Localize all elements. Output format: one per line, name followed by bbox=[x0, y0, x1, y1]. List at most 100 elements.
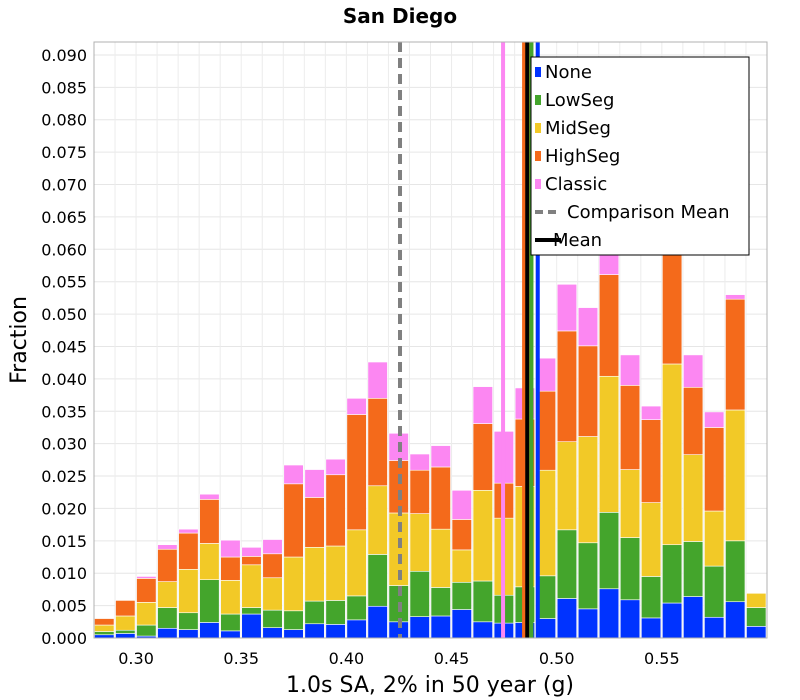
bar-midseg-23 bbox=[577, 436, 599, 544]
bar-classic-30 bbox=[725, 294, 746, 300]
bar-highseg-13 bbox=[367, 398, 388, 487]
bar-classic-5 bbox=[199, 493, 220, 500]
bar-none-16 bbox=[430, 615, 451, 639]
bar-midseg-24 bbox=[598, 375, 620, 513]
bar-classic-23 bbox=[577, 307, 599, 347]
bar-lowseg-23 bbox=[577, 542, 599, 610]
legend-swatch bbox=[535, 179, 541, 189]
bar-lowseg-25 bbox=[619, 537, 641, 601]
y-tick-label: 0.055 bbox=[41, 273, 87, 292]
bar-lowseg-30 bbox=[725, 540, 746, 603]
bar-lowseg-0 bbox=[94, 631, 115, 636]
y-tick-label: 0.035 bbox=[41, 402, 87, 421]
bar-lowseg-24 bbox=[598, 512, 620, 590]
bar-midseg-25 bbox=[619, 469, 641, 538]
bar-classic-17 bbox=[451, 489, 472, 520]
bar-midseg-28 bbox=[683, 454, 704, 542]
bar-classic-10 bbox=[304, 469, 325, 498]
bar-none-4 bbox=[178, 629, 199, 639]
bar-classic-6 bbox=[220, 539, 241, 558]
y-axis-title: Fraction bbox=[7, 296, 32, 384]
bar-highseg-23 bbox=[577, 345, 599, 437]
bar-lowseg-1 bbox=[115, 629, 136, 634]
bar-none-25 bbox=[619, 599, 641, 639]
bar-highseg-9 bbox=[283, 483, 304, 558]
bar-highseg-2 bbox=[136, 578, 157, 603]
bar-midseg-2 bbox=[136, 602, 157, 626]
bar-midseg-29 bbox=[704, 510, 725, 567]
bar-none-12 bbox=[346, 619, 367, 639]
bar-classic-25 bbox=[619, 354, 641, 386]
bar-highseg-15 bbox=[409, 469, 430, 514]
bar-classic-2 bbox=[136, 576, 157, 579]
bar-none-22 bbox=[556, 598, 578, 639]
bar-midseg-9 bbox=[283, 556, 304, 612]
bar-lowseg-11 bbox=[325, 600, 346, 625]
y-tick-label: 0.045 bbox=[41, 337, 87, 356]
bar-highseg-29 bbox=[704, 427, 725, 512]
x-tick-label: 0.30 bbox=[118, 649, 154, 668]
bar-lowseg-31 bbox=[746, 607, 767, 627]
y-tick-label: 0.060 bbox=[41, 240, 87, 259]
bar-none-30 bbox=[725, 601, 746, 639]
bar-highseg-17 bbox=[451, 519, 472, 551]
y-axis-ticks: 0.000 0.005 0.010 0.015 0.020 0.025 0.030 0.035… bbox=[41, 46, 87, 648]
bar-highseg-30 bbox=[725, 298, 746, 411]
legend: None LowSeg MidSeg HighSeg Classic Comparison… bbox=[530, 56, 750, 256]
x-tick-label: 0.40 bbox=[329, 649, 365, 668]
bar-none-7 bbox=[241, 613, 262, 639]
bar-midseg-5 bbox=[199, 543, 220, 580]
bar-lowseg-5 bbox=[199, 579, 220, 623]
y-tick-label: 0.010 bbox=[41, 564, 87, 583]
bar-midseg-11 bbox=[325, 545, 346, 601]
bar-lowseg-2 bbox=[136, 624, 157, 637]
bar-lowseg-26 bbox=[641, 576, 662, 619]
bar-midseg-0 bbox=[94, 624, 115, 632]
bar-lowseg-29 bbox=[704, 565, 725, 618]
bar-classic-29 bbox=[704, 411, 725, 428]
bar-none-31 bbox=[746, 626, 767, 639]
bar-lowseg-12 bbox=[346, 595, 367, 621]
bar-lowseg-15 bbox=[409, 570, 430, 617]
bar-classic-12 bbox=[346, 398, 367, 415]
x-tick-label: 0.45 bbox=[434, 649, 470, 668]
bar-lowseg-18 bbox=[472, 580, 493, 623]
bar-lowseg-6 bbox=[220, 613, 241, 632]
bar-highseg-4 bbox=[178, 532, 199, 570]
y-tick-label: 0.025 bbox=[41, 467, 87, 486]
bar-none-26 bbox=[641, 617, 662, 639]
y-tick-label: 0.040 bbox=[41, 370, 87, 389]
y-tick-label: 0.080 bbox=[41, 111, 87, 130]
y-tick-label: 0.075 bbox=[41, 143, 87, 162]
legend-box bbox=[530, 56, 750, 256]
bar-none-28 bbox=[683, 596, 704, 639]
legend-label: Mean bbox=[553, 230, 602, 251]
bar-highseg-5 bbox=[199, 499, 220, 544]
y-tick-label: 0.015 bbox=[41, 532, 87, 551]
x-axis-title: 1.0s SA, 2% in 50 year (g) bbox=[286, 673, 574, 698]
bar-none-5 bbox=[199, 622, 220, 639]
y-tick-label: 0.065 bbox=[41, 208, 87, 227]
bar-midseg-30 bbox=[725, 409, 746, 542]
bar-highseg-26 bbox=[641, 419, 662, 503]
bar-midseg-8 bbox=[262, 577, 283, 611]
bar-lowseg-16 bbox=[430, 587, 451, 617]
bar-highseg-14 bbox=[388, 460, 409, 514]
bar-midseg-26 bbox=[641, 502, 662, 577]
bar-midseg-10 bbox=[304, 547, 325, 602]
bar-highseg-11 bbox=[325, 474, 346, 547]
legend-label: Comparison Mean bbox=[567, 202, 730, 223]
chart-title: San Diego bbox=[343, 4, 457, 28]
bar-none-11 bbox=[325, 624, 346, 639]
bar-highseg-22 bbox=[556, 330, 578, 443]
bar-classic-7 bbox=[241, 547, 262, 557]
bar-midseg-27 bbox=[662, 363, 683, 546]
legend-swatch bbox=[535, 123, 541, 133]
bar-midseg-13 bbox=[367, 485, 388, 555]
bar-highseg-24 bbox=[598, 274, 620, 377]
bar-highseg-18 bbox=[472, 423, 493, 491]
y-tick-label: 0.050 bbox=[41, 305, 87, 324]
bar-lowseg-28 bbox=[683, 541, 704, 597]
bar-lowseg-9 bbox=[283, 610, 304, 630]
